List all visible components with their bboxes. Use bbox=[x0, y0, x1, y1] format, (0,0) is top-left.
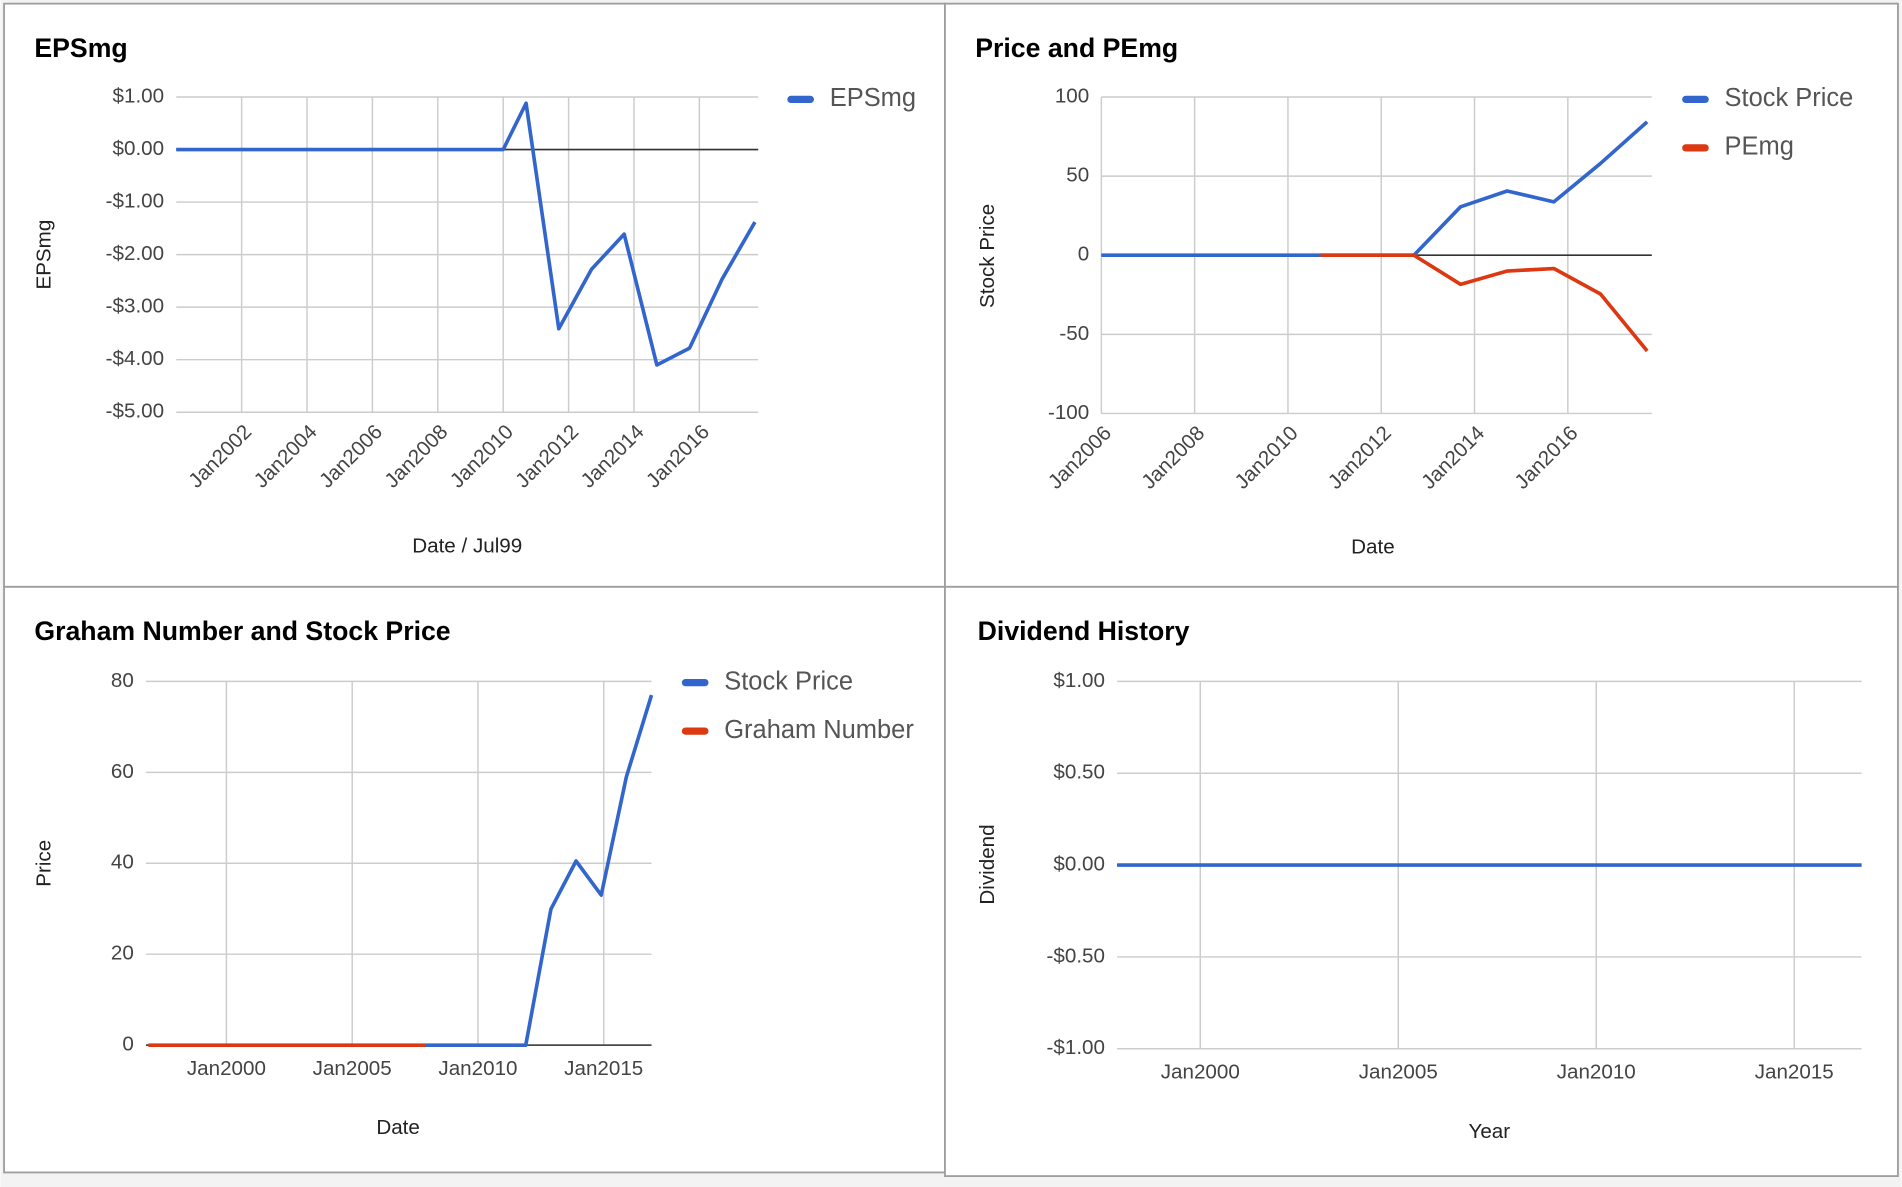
y-tick-label: $0.50 bbox=[1053, 761, 1105, 784]
legend-label: PEmg bbox=[1725, 133, 1794, 161]
y-tick-label: -$4.00 bbox=[106, 347, 164, 370]
series-line bbox=[1320, 253, 1649, 353]
y-tick-label: -$1.00 bbox=[1047, 1036, 1105, 1059]
y-tick-label: 50 bbox=[1066, 164, 1089, 187]
panel bbox=[3, 585, 946, 1174]
x-axis-title: Date / Jul99 bbox=[412, 534, 522, 557]
y-tick-label: $1.00 bbox=[113, 84, 165, 107]
x-tick-label: Jan2000 bbox=[187, 1057, 266, 1080]
x-axis-title: Date bbox=[376, 1116, 420, 1139]
panel bbox=[944, 2, 1899, 588]
x-tick-label: Jan2005 bbox=[313, 1057, 392, 1080]
legend-label: Stock Price bbox=[1725, 84, 1854, 112]
chart-title: Dividend History bbox=[978, 616, 1190, 646]
panel bbox=[944, 585, 1899, 1177]
x-tick-label: Jan2000 bbox=[1161, 1060, 1240, 1083]
x-tick-label: Jan2015 bbox=[1755, 1060, 1834, 1083]
y-tick-label: -$2.00 bbox=[106, 242, 164, 265]
legend-label: Stock Price bbox=[724, 667, 853, 695]
y-tick-label: 80 bbox=[111, 669, 134, 692]
chart-title: Price and PEmg bbox=[975, 33, 1178, 63]
y-tick-label: -$0.50 bbox=[1047, 944, 1105, 967]
y-axis-title: Dividend bbox=[976, 824, 999, 904]
y-axis-title: Stock Price bbox=[976, 204, 999, 308]
y-tick-label: $0.00 bbox=[113, 137, 165, 160]
y-tick-label: 20 bbox=[111, 942, 134, 965]
x-axis-title: Date bbox=[1351, 535, 1395, 558]
y-tick-label: 40 bbox=[111, 851, 134, 874]
y-tick-label: $0.00 bbox=[1053, 853, 1105, 876]
y-tick-label: -50 bbox=[1059, 322, 1089, 345]
series-line bbox=[425, 694, 654, 1047]
series-line bbox=[176, 101, 757, 367]
y-tick-label: -100 bbox=[1048, 401, 1089, 424]
y-tick-label: -$1.00 bbox=[106, 190, 164, 213]
x-tick-label: Jan2010 bbox=[1557, 1060, 1636, 1083]
x-tick-label: Jan2005 bbox=[1359, 1060, 1438, 1083]
x-tick-label: Jan2015 bbox=[564, 1057, 643, 1080]
y-tick-label: -$5.00 bbox=[106, 400, 164, 423]
y-axis-title: EPSmg bbox=[33, 220, 56, 290]
y-tick-label: 60 bbox=[111, 760, 134, 783]
chart-title: Graham Number and Stock Price bbox=[34, 616, 450, 646]
y-tick-label: 100 bbox=[1055, 84, 1089, 107]
y-axis-title: Price bbox=[33, 840, 56, 887]
y-tick-label: $1.00 bbox=[1053, 669, 1105, 692]
y-tick-label: 0 bbox=[122, 1033, 133, 1056]
x-tick-label: Jan2010 bbox=[438, 1057, 517, 1080]
y-tick-label: 0 bbox=[1078, 243, 1089, 266]
x-axis-title: Year bbox=[1469, 1120, 1511, 1143]
chart-title: EPSmg bbox=[34, 33, 127, 63]
legend-label: Graham Number bbox=[724, 716, 914, 744]
legend-label: EPSmg bbox=[830, 84, 916, 112]
y-tick-label: -$3.00 bbox=[106, 295, 164, 318]
